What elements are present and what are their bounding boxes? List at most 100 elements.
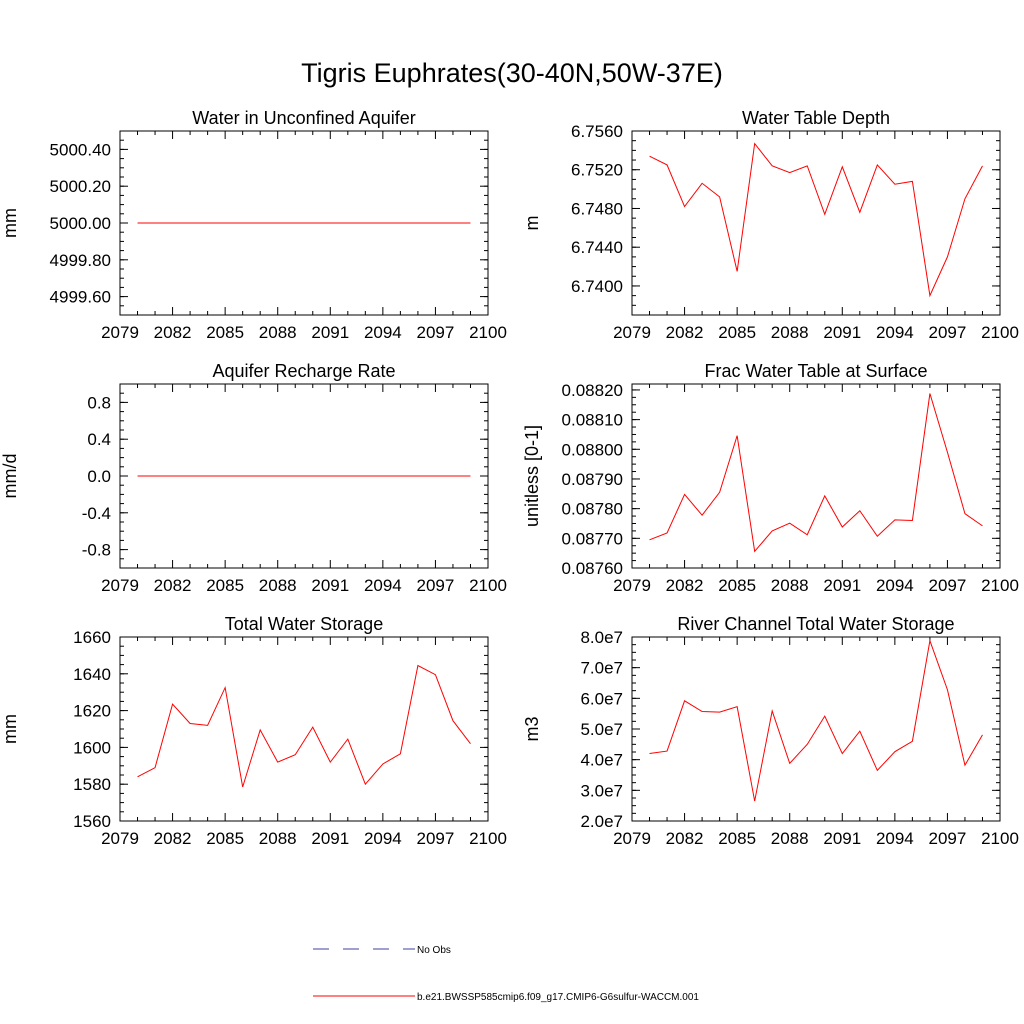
y-tick-label: -0.4 [82, 504, 111, 523]
x-tick-label: 2085 [206, 829, 244, 848]
legend-obs-label: No Obs [417, 945, 451, 956]
y-tick-label: 0.8 [87, 393, 111, 412]
x-tick-label: 2079 [101, 576, 139, 595]
x-tick-label: 2079 [613, 323, 651, 342]
x-tick-label: 2082 [154, 829, 192, 848]
x-tick-label: 2094 [364, 323, 402, 342]
panel-water-in-unconfined-aquifer: Water in Unconfined Aquifer 2079 2082 2085 2… [0, 108, 507, 342]
x-tick-label: 2100 [981, 576, 1019, 595]
x-tick-label: 2088 [771, 576, 809, 595]
x-tick-label: 2085 [206, 576, 244, 595]
x-tick-label: 2082 [666, 576, 704, 595]
y-tick-label: 1620 [73, 702, 111, 721]
x-tick-label: 2085 [718, 323, 756, 342]
x-tick-label: 2079 [101, 829, 139, 848]
series-line [137, 664, 471, 788]
y-tick-label: 0.08770 [562, 529, 623, 548]
y-tick-label: 0.08780 [562, 500, 623, 519]
panel-title: Frac Water Table at Surface [704, 361, 927, 381]
x-tick-label: 2100 [981, 323, 1019, 342]
plot-frame [119, 636, 489, 822]
legend-model-label: b.e21.BWSSP585cmip6.f09_g17.CMIP6-G6sulf… [417, 992, 699, 1003]
y-tick-label: 5000.00 [50, 214, 111, 233]
y-axis-label: mm [0, 714, 20, 744]
y-tick-label: 6.7440 [571, 238, 623, 257]
y-tick-label: 4999.60 [50, 288, 111, 307]
series-line [649, 142, 983, 298]
y-tick-label: 6.0e7 [580, 689, 623, 708]
y-tick-label: 6.7480 [571, 199, 623, 218]
x-tick-label: 2082 [154, 576, 192, 595]
x-tick-label: 2085 [718, 576, 756, 595]
x-tick-label: 2097 [417, 829, 455, 848]
x-tick-label: 2091 [823, 323, 861, 342]
y-tick-label: 1660 [73, 628, 111, 647]
x-tick-label: 2091 [311, 323, 349, 342]
legend: No Obs b.e21.BWSSP585cmip6.f09_g17.CMIP6… [313, 945, 699, 1003]
x-tick-label: 2088 [771, 323, 809, 342]
y-axis-label: unitless [0-1] [522, 425, 542, 527]
panel-total-water-storage: Total Water Storage 2079 2082 2085 2088 2091 2… [0, 614, 507, 848]
y-tick-label: 5000.20 [50, 177, 111, 196]
x-tick-label: 2088 [771, 829, 809, 848]
panel-title: Aquifer Recharge Rate [212, 361, 395, 381]
plot-frame [631, 636, 1001, 822]
y-axis-label: mm [0, 208, 20, 238]
y-tick-label: 1640 [73, 665, 111, 684]
panel-title: River Channel Total Water Storage [677, 614, 954, 634]
y-tick-label: 2.0e7 [580, 812, 623, 831]
y-tick-label: 0.08820 [562, 381, 623, 400]
y-tick-label: 0.4 [87, 430, 111, 449]
x-tick-label: 2079 [613, 576, 651, 595]
y-axis-label: mm/d [0, 454, 20, 499]
y-tick-label: 6.7560 [571, 122, 623, 141]
x-tick-label: 2094 [364, 829, 402, 848]
x-tick-label: 2097 [417, 323, 455, 342]
x-tick-label: 2085 [718, 829, 756, 848]
panel-frac-water-table-at-surface: Frac Water Table at Surface 2079 2082 2085 2… [522, 361, 1019, 595]
x-tick-label: 2097 [417, 576, 455, 595]
y-tick-label: 4.0e7 [580, 751, 623, 770]
x-tick-label: 2088 [259, 829, 297, 848]
x-tick-label: 2094 [876, 576, 914, 595]
y-tick-label: 7.0e7 [580, 659, 623, 678]
y-tick-label: 1560 [73, 812, 111, 831]
x-tick-label: 2085 [206, 323, 244, 342]
y-tick-label: 6.7400 [571, 277, 623, 296]
x-tick-label: 2100 [981, 829, 1019, 848]
x-tick-label: 2091 [823, 576, 861, 595]
x-tick-label: 2079 [613, 829, 651, 848]
x-tick-label: 2100 [469, 323, 507, 342]
y-tick-label: 0.08800 [562, 440, 623, 459]
x-tick-label: 2088 [259, 576, 297, 595]
y-tick-label: 8.0e7 [580, 628, 623, 647]
series-line [649, 638, 983, 802]
y-tick-label: 5.0e7 [580, 720, 623, 739]
series-line [649, 393, 983, 553]
y-tick-label: 0.08760 [562, 559, 623, 578]
x-tick-label: 2091 [311, 829, 349, 848]
y-tick-label: 1600 [73, 738, 111, 757]
y-tick-label: 0.08810 [562, 411, 623, 430]
panel-title: Water in Unconfined Aquifer [192, 108, 415, 128]
x-tick-label: 2082 [666, 829, 704, 848]
x-tick-label: 2079 [101, 323, 139, 342]
panel-title: Total Water Storage [225, 614, 383, 634]
x-tick-label: 2094 [876, 829, 914, 848]
panel-water-table-depth: Water Table Depth 2079 2082 2085 2088 2091 209… [522, 108, 1019, 342]
x-tick-label: 2088 [259, 323, 297, 342]
plot-frame [631, 130, 1001, 316]
y-tick-label: 1580 [73, 775, 111, 794]
x-tick-label: 2094 [364, 576, 402, 595]
x-tick-label: 2097 [929, 829, 967, 848]
y-tick-label: 5000.40 [50, 140, 111, 159]
panels: Water in Unconfined Aquifer 2079 2082 2085 2… [0, 108, 1019, 848]
y-axis-label: m3 [522, 716, 542, 741]
y-tick-label: 6.7520 [571, 161, 623, 180]
y-axis-label: m [522, 216, 542, 231]
plot-frame [631, 383, 1001, 569]
panel-aquifer-recharge-rate: Aquifer Recharge Rate 2079 2082 2085 2088 209… [0, 361, 507, 595]
y-tick-label: 0.08790 [562, 470, 623, 489]
x-tick-label: 2100 [469, 576, 507, 595]
